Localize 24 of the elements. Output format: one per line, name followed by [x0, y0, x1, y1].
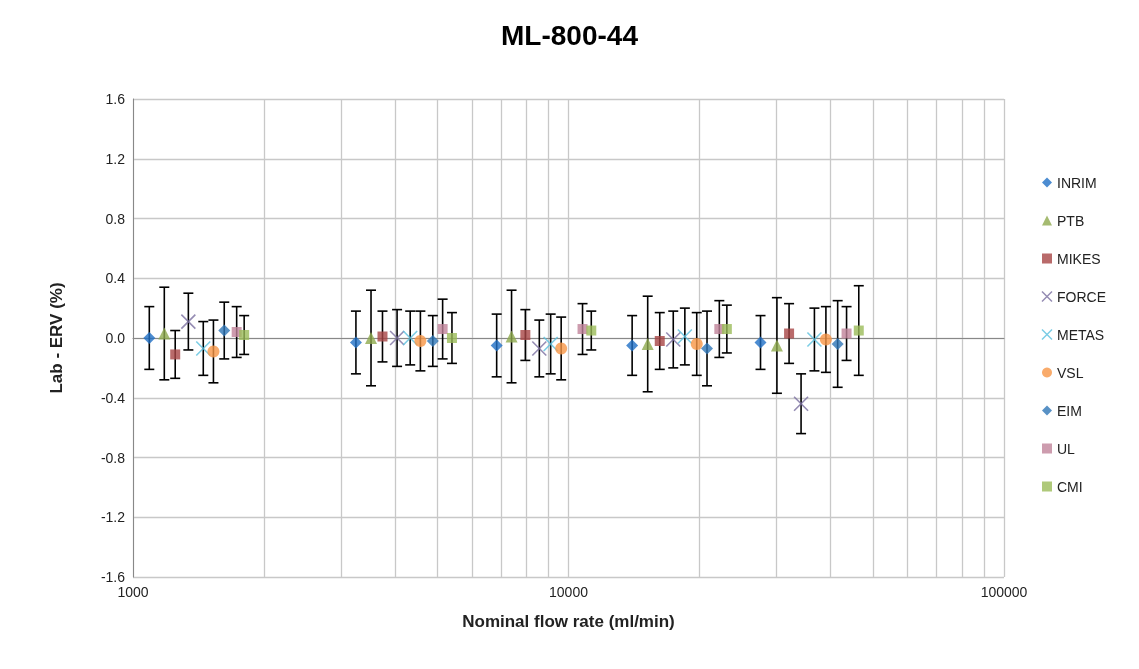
y-tick-label: 0.8 — [105, 210, 126, 227]
legend-label: FORCE — [1057, 288, 1106, 305]
y-tick-label: 0.0 — [105, 330, 126, 346]
y-tick-label: -0.4 — [100, 389, 126, 406]
y-tick-label: 0.4 — [105, 270, 126, 287]
x-tick-label: 100000 — [980, 584, 1028, 600]
legend-label: PTB — [1057, 212, 1085, 229]
legend-label: VSL — [1057, 364, 1084, 381]
x-axis-title: Nominal flow rate (ml/min) — [462, 612, 675, 631]
legend-label: EIM — [1057, 402, 1082, 419]
y-tick-label: 1.2 — [105, 150, 126, 167]
y-tick-label: 1.6 — [105, 91, 126, 107]
legend-label: CMI — [1057, 478, 1083, 495]
y-axis-title: Lab - ERV (%) — [47, 282, 66, 394]
y-tick-label: -1.6 — [100, 569, 126, 585]
chart-title: ML-800-44 — [501, 19, 639, 51]
legend-label: INRIM — [1057, 174, 1097, 191]
y-tick-label: -1.2 — [100, 509, 126, 526]
x-tick-label: 1000 — [117, 584, 149, 600]
x-tick-label: 10000 — [549, 584, 589, 600]
y-tick-label: -0.8 — [100, 449, 126, 466]
legend-label: METAS — [1057, 326, 1105, 343]
legend-label: UL — [1057, 440, 1076, 457]
legend-label: MIKES — [1057, 250, 1101, 267]
